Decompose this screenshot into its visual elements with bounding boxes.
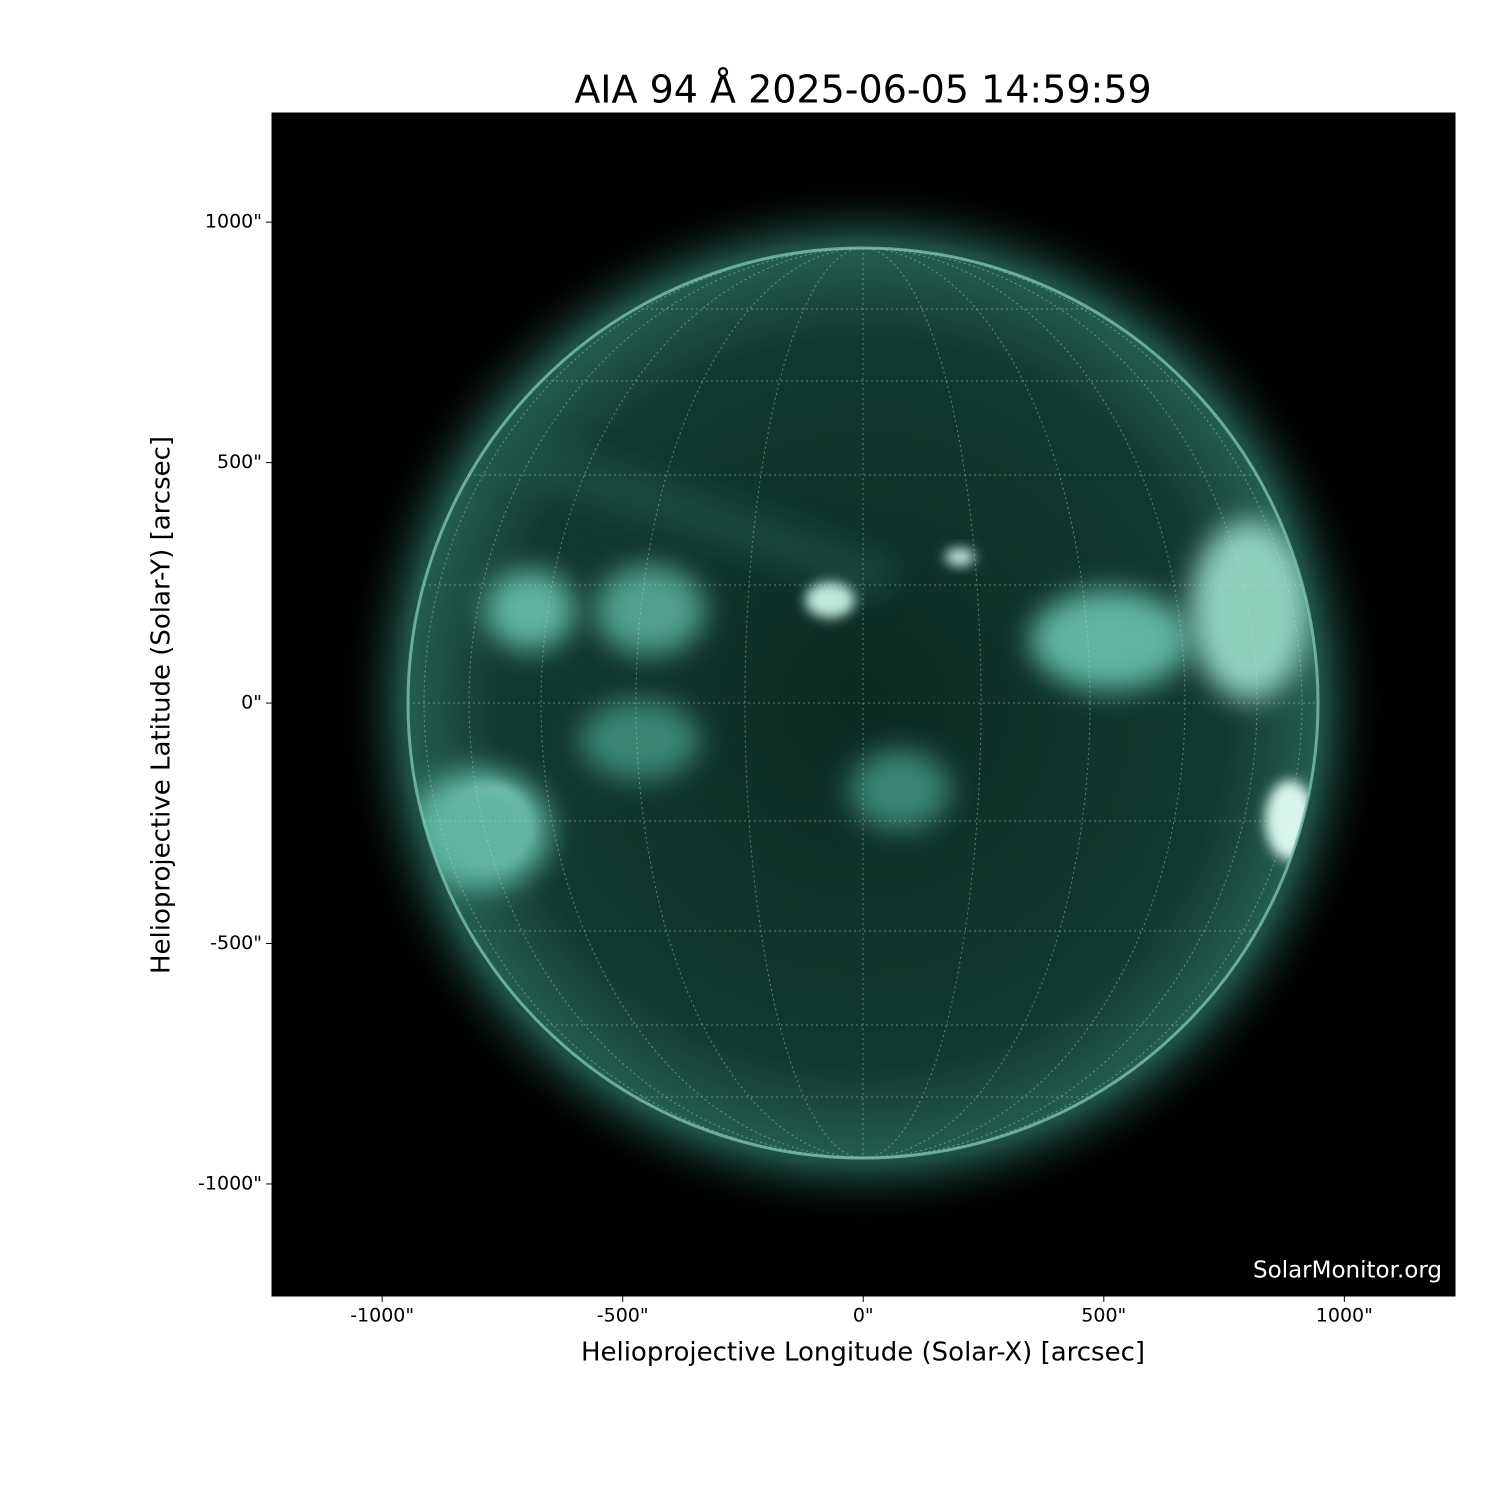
chart-title: AIA 94 Å 2025-06-05 14:59:59 [574, 68, 1151, 112]
x-tick-label: 1000" [1316, 1305, 1373, 1327]
y-tick-label: -500" [210, 932, 262, 954]
x-tick-label: 500" [1081, 1305, 1126, 1327]
watermark: SolarMonitor.org [1253, 1258, 1442, 1284]
x-tick-label: -500" [597, 1305, 649, 1327]
sun-image [338, 178, 1388, 1228]
x-tick-label: 0" [853, 1305, 874, 1327]
y-tick-label: -1000" [198, 1172, 262, 1194]
x-axis-label: Helioprojective Longitude (Solar-X) [arc… [581, 1338, 1145, 1368]
active-regions [408, 248, 1318, 1158]
x-tick-label: -1000" [350, 1305, 414, 1327]
y-axis-label: Helioprojective Latitude (Solar-Y) [arcs… [147, 436, 177, 974]
y-tick-label: 500" [217, 451, 262, 473]
limb [406, 246, 1320, 1160]
y-tick-label: 1000" [205, 211, 262, 233]
y-tick-label: 0" [241, 692, 262, 714]
